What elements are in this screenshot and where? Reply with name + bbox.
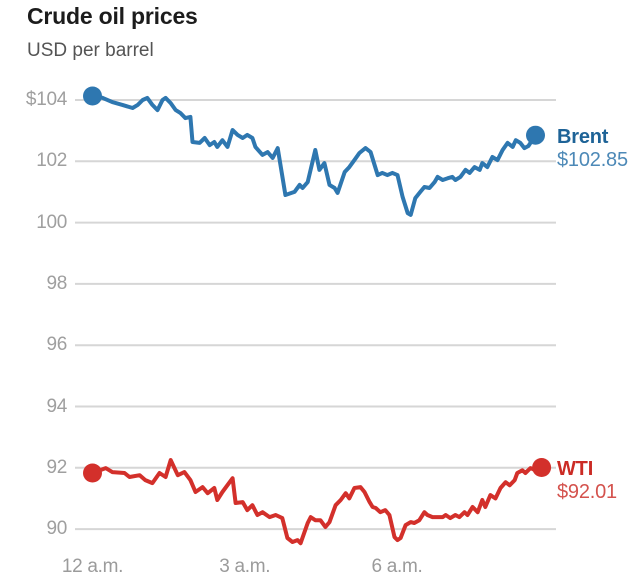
- chart-subtitle: USD per barrel: [27, 40, 154, 61]
- wti-series-label: WTI $92.01: [557, 458, 617, 504]
- brent-start-dot: [83, 86, 102, 106]
- brent-series-value: $102.85: [557, 149, 628, 172]
- x-tick-label: 6 a.m.: [371, 556, 423, 577]
- y-tick-label: 90: [46, 518, 67, 540]
- x-tick-label: 12 a.m.: [61, 556, 124, 577]
- wti-end-dot: [532, 458, 552, 477]
- wti-line: [90, 458, 544, 546]
- y-tick-label: 100: [36, 211, 67, 233]
- brent-end-dot: [526, 125, 545, 145]
- brent-series-name: Brent: [557, 126, 609, 149]
- y-tick-label: 94: [46, 395, 67, 417]
- y-tick-label: 98: [46, 272, 67, 294]
- wti-start-dot: [83, 463, 102, 483]
- y-tick-label: $104: [25, 89, 67, 110]
- y-tick-label: 102: [36, 150, 67, 172]
- gridlines: [75, 99, 556, 531]
- wti-series-name: WTI: [557, 458, 594, 481]
- brent-line: [90, 94, 538, 217]
- wti-series-value: $92.01: [557, 481, 617, 504]
- x-tick-label: 3 a.m.: [219, 556, 271, 577]
- chart-title: Crude oil prices: [27, 3, 198, 29]
- brent-series-label: Brent $102.85: [557, 126, 628, 172]
- y-tick-label: 92: [46, 456, 67, 478]
- y-tick-label: 96: [46, 334, 67, 356]
